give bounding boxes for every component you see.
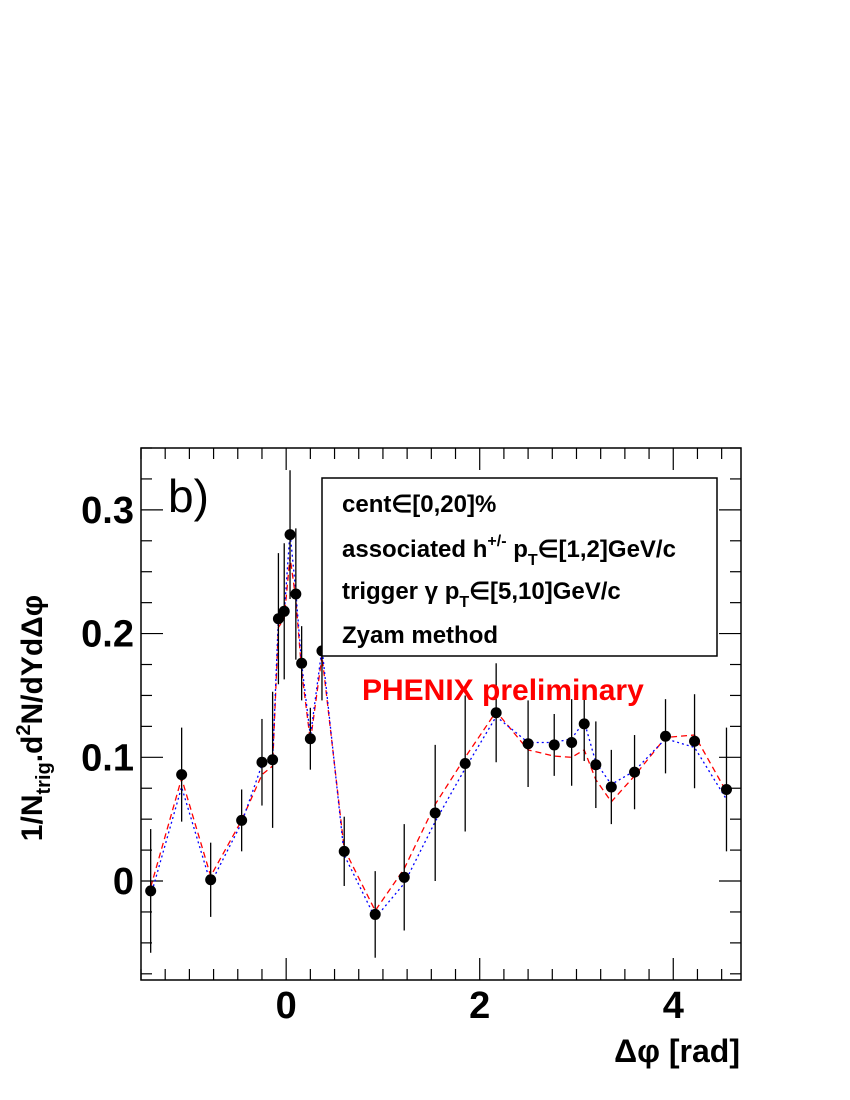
data-point — [490, 707, 502, 719]
legend-associated-mid: p — [507, 536, 528, 563]
data-point — [267, 754, 279, 766]
legend-line-trigger: trigger γ pT∈[5,10]GeV/c — [342, 578, 621, 611]
data-point — [284, 529, 296, 541]
data-point — [548, 739, 560, 751]
legend-associated-sup: +/- — [487, 533, 506, 550]
x-tick-label: 4 — [663, 985, 684, 1027]
data-point — [590, 759, 602, 771]
legend-associated-pre: associated h — [342, 536, 487, 563]
phenix-preliminary-label: PHENIX preliminary — [362, 674, 644, 707]
y-tick-label: 0.1 — [81, 737, 134, 779]
data-point — [236, 814, 248, 826]
y-axis-mid: .d — [16, 736, 49, 763]
data-point — [296, 657, 308, 669]
y-tick-label: 0.3 — [81, 490, 134, 532]
y-axis-title: 1/Ntrig.d2N/dYdΔφ — [13, 595, 55, 841]
legend-line-associated: associated h+/- pT∈[1,2]GeV/c — [342, 533, 676, 569]
y-tick-labels: 0 0.1 0.2 0.3 — [81, 490, 134, 903]
y-axis-sub: trig — [33, 762, 55, 794]
data-point — [459, 757, 471, 769]
legend-trigger-post: ∈[5,10]GeV/c — [469, 578, 621, 605]
data-point — [272, 613, 284, 625]
data-point — [278, 605, 290, 617]
data-point — [145, 885, 157, 897]
legend-line-method: Zyam method — [342, 622, 498, 649]
data-point — [429, 807, 441, 819]
data-point — [629, 766, 641, 778]
data-point — [290, 588, 302, 600]
data-point — [578, 718, 590, 730]
data-point — [205, 874, 217, 886]
x-tick-label: 2 — [469, 985, 490, 1027]
data-point — [256, 756, 268, 768]
legend-trigger-pre: trigger γ p — [342, 578, 459, 605]
dashed-curve — [150, 556, 728, 912]
legend-associated-sub: T — [528, 552, 538, 569]
y-axis-prefix: 1/N — [16, 795, 49, 842]
data-point — [605, 781, 617, 793]
plot-frame — [140, 447, 742, 981]
legend-line-centrality: cent∈[0,20]% — [342, 491, 496, 518]
panel-label: b) — [168, 470, 209, 522]
x-tick-labels: 0 2 4 — [276, 985, 684, 1027]
y-tick-label: 0 — [113, 861, 134, 903]
legend-associated-post: ∈[1,2]GeV/c — [538, 536, 676, 563]
data-point — [338, 845, 350, 857]
x-axis-title: Δφ [rad] — [614, 1033, 740, 1069]
data-point — [522, 738, 534, 750]
legend-box: cent∈[0,20]% associated h+/- pT∈[1,2]GeV… — [321, 477, 718, 657]
data-point — [660, 730, 672, 742]
data-point — [720, 783, 732, 795]
plot-area-border — [140, 447, 742, 981]
y-axis-sup: 2 — [13, 724, 35, 735]
y-tick-label: 0.2 — [81, 614, 134, 656]
data-point — [304, 733, 316, 745]
data-point — [566, 736, 578, 748]
x-tick-label: 0 — [276, 985, 297, 1027]
data-point — [369, 908, 381, 920]
y-axis-suffix: N/dYdΔφ — [16, 595, 49, 725]
data-point — [398, 871, 410, 883]
data-point — [176, 769, 188, 781]
legend-trigger-sub: T — [459, 594, 469, 611]
data-point — [689, 735, 701, 747]
legend-frame — [321, 477, 718, 657]
